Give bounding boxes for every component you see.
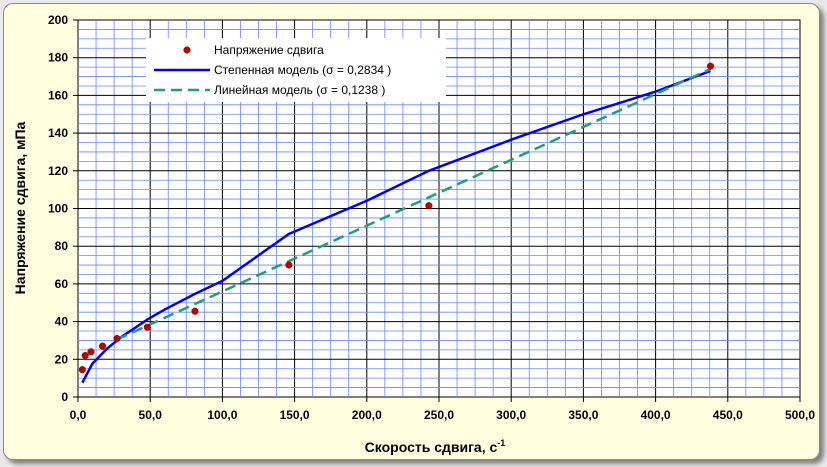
y-axis-title: Напряжение сдвига, мПа — [12, 121, 28, 294]
shear-stress-point — [78, 366, 86, 374]
legend-marker-points — [183, 46, 191, 54]
x-axis-title-text: Скорость сдвига, с — [365, 439, 498, 455]
y-tick-label: 0 — [61, 390, 68, 404]
x-tick-label: 350,0 — [568, 408, 598, 422]
y-tick-label: 40 — [55, 315, 69, 329]
y-tick-label: 80 — [55, 239, 69, 253]
shear-stress-point — [143, 323, 151, 331]
power-model-line — [81, 69, 711, 384]
shear-stress-point — [706, 62, 715, 70]
y-tick-label: 200 — [48, 13, 68, 27]
x-tick-label: 450,0 — [713, 408, 743, 422]
y-tick-label: 140 — [48, 126, 68, 140]
x-axis-ticks: 0,0 50,0 100,0 150,0 200,0 250,0 300,0 350,0 400… — [70, 397, 815, 422]
y-tick-label: 120 — [48, 164, 68, 178]
y-tick-label: 160 — [48, 88, 68, 102]
x-tick-label: 400,0 — [641, 408, 671, 422]
shear-stress-point — [285, 261, 293, 269]
legend: Напряжение сдвига Степенная модель (σ = 0… — [146, 38, 446, 102]
legend-label: Напряжение сдвига — [214, 43, 324, 57]
y-tick-label: 180 — [48, 51, 68, 65]
x-tick-label: 100,0 — [207, 408, 237, 422]
y-axis-ticks: 0 20 40 60 80 100 120 140 160 180 200 — [48, 13, 78, 404]
series-group — [78, 62, 715, 384]
shear-stress-point — [191, 307, 199, 315]
x-tick-label: 50,0 — [139, 408, 163, 422]
x-axis-title: Скорость сдвига, с-1 — [365, 438, 506, 455]
y-tick-label: 100 — [48, 202, 68, 216]
x-tick-label: 300,0 — [496, 408, 526, 422]
shear-stress-point — [81, 351, 89, 360]
x-tick-label: 500,0 — [785, 408, 815, 422]
shear-stress-point — [98, 342, 107, 350]
legend-label: Степенная модель (σ = 0,2834 ) — [214, 63, 391, 77]
shear-stress-point — [113, 335, 121, 343]
x-tick-label: 0,0 — [70, 408, 87, 422]
linear-model-line — [116, 67, 711, 341]
shear-stress-point — [87, 348, 95, 356]
shear-stress-point — [425, 202, 433, 210]
y-tick-label: 20 — [55, 352, 69, 366]
y-tick-label: 60 — [55, 277, 69, 291]
legend-label: Линейная модель (σ = 0,1238 ) — [214, 83, 385, 97]
x-tick-label: 200,0 — [352, 408, 382, 422]
x-tick-label: 150,0 — [280, 408, 310, 422]
x-axis-title-superscript: -1 — [497, 438, 505, 448]
x-tick-label: 250,0 — [424, 408, 454, 422]
